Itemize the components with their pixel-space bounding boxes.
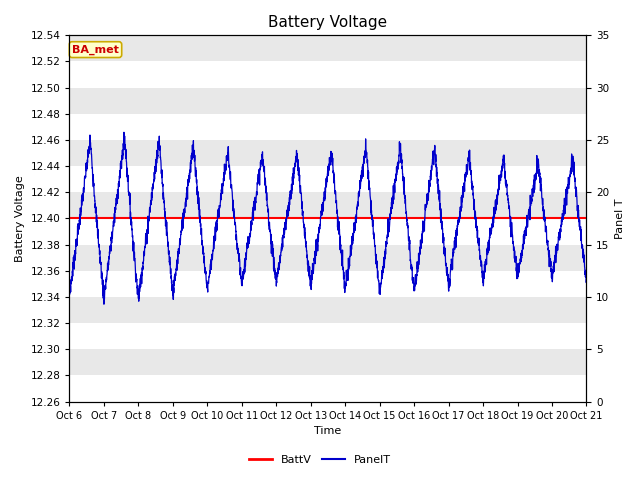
X-axis label: Time: Time xyxy=(314,426,342,436)
Bar xyxy=(70,88,586,114)
Legend: BattV, PanelT: BattV, PanelT xyxy=(245,451,395,469)
Y-axis label: Panel T: Panel T xyxy=(615,198,625,239)
Bar xyxy=(70,36,586,61)
Bar xyxy=(70,245,586,271)
Text: BA_met: BA_met xyxy=(72,45,119,55)
Bar xyxy=(70,192,586,218)
Bar xyxy=(70,297,586,323)
Bar xyxy=(70,349,586,375)
Y-axis label: Battery Voltage: Battery Voltage xyxy=(15,175,25,262)
Bar xyxy=(70,140,586,166)
Title: Battery Voltage: Battery Voltage xyxy=(268,15,388,30)
